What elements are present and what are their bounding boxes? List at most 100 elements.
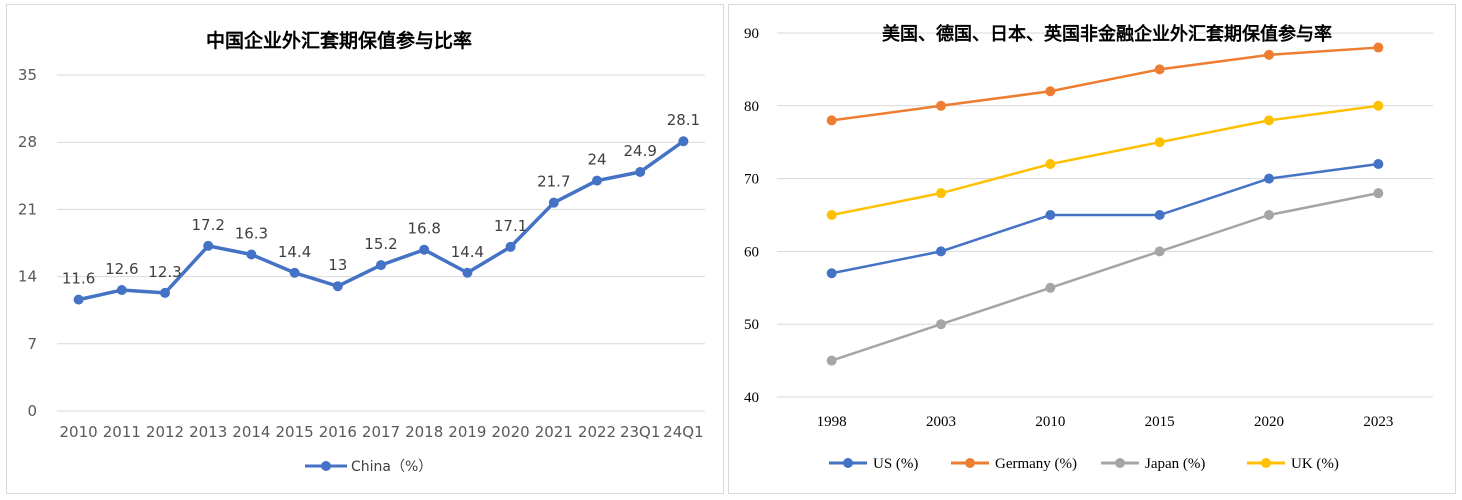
chart-legend: US (%) Germany (%) Japan (%) UK (%): [829, 456, 1339, 472]
data-point: [1264, 49, 1274, 60]
legend-marker-japan: [1115, 458, 1125, 468]
legend-label-uk: UK (%): [1291, 456, 1339, 472]
data-label: 17.2: [191, 216, 224, 234]
data-point: [1373, 100, 1384, 111]
data-point: [1264, 173, 1274, 184]
y-tick-label: 90: [744, 26, 759, 42]
x-tick-label: 2013: [189, 423, 227, 441]
x-tick-label: 2019: [448, 423, 486, 441]
y-tick-label: 35: [18, 66, 37, 84]
y-tick-label: 80: [744, 99, 759, 115]
data-point: [1045, 210, 1056, 220]
data-point: [678, 136, 689, 147]
data-point: [592, 175, 602, 186]
data-point: [936, 188, 946, 199]
data-point: [936, 246, 946, 257]
data-label: 17.1: [494, 217, 527, 235]
x-tick-label: 2023: [1363, 414, 1393, 430]
x-tick-label: 2015: [276, 423, 314, 441]
x-tick-label: 2016: [319, 423, 357, 441]
x-tick-label: 2021: [535, 423, 573, 441]
data-point: [376, 260, 386, 271]
data-point: [936, 100, 946, 111]
china-hedging-line-chart: 中国企业外汇套期保值参与比率 0 7 14 21 28 35 2010 2011 2012 20…: [18, 29, 705, 475]
data-point: [1264, 115, 1274, 126]
x-tick-label: 2010: [60, 423, 98, 441]
x-tick-label: 2014: [232, 423, 270, 441]
legend-marker-uk: [1261, 458, 1271, 468]
legend-label-us: US (%): [873, 456, 918, 472]
data-point: [826, 115, 837, 126]
y-tick-label: 60: [744, 244, 759, 260]
data-point: [826, 355, 837, 366]
series-line-japan: [831, 191, 1379, 362]
data-point: [1373, 42, 1384, 53]
data-point: [635, 166, 646, 177]
data-label: 24: [587, 151, 606, 169]
data-label: 13: [328, 256, 347, 274]
x-tick-label: 2017: [362, 423, 400, 441]
data-point: [332, 281, 343, 292]
y-tick-label: 14: [18, 268, 37, 286]
y-tick-label: 70: [744, 172, 759, 188]
data-point: [160, 287, 170, 298]
y-tick-label: 7: [27, 335, 37, 353]
y-tick-label: 21: [18, 200, 37, 218]
data-point: [1045, 159, 1056, 170]
legend-marker-germany: [965, 458, 975, 468]
legend-marker-china: [321, 461, 331, 471]
x-tick-label: 2020: [492, 423, 530, 441]
data-point: [1154, 246, 1165, 257]
series-line-uk: [831, 104, 1379, 217]
data-label: 21.7: [537, 173, 570, 191]
chart-legend: China（%）: [305, 459, 432, 475]
data-point: [1045, 86, 1056, 97]
y-tick-label: 40: [744, 390, 759, 406]
data-point: [1154, 137, 1165, 148]
data-point: [548, 197, 559, 208]
data-label: 16.8: [407, 220, 440, 238]
legend-marker-us: [843, 458, 853, 468]
data-label: 12.6: [105, 260, 138, 278]
x-tick-label: 24Q1: [663, 423, 703, 441]
data-point: [1264, 210, 1274, 220]
x-tick-label: 2015: [1145, 414, 1175, 430]
data-label: 16.3: [235, 225, 268, 243]
data-label: 24.9: [623, 142, 656, 160]
x-tick-label: 2011: [103, 423, 141, 441]
data-point: [246, 249, 257, 260]
data-point: [936, 319, 946, 330]
data-point: [1154, 64, 1165, 75]
x-tick-label: 2020: [1254, 414, 1284, 430]
data-point: [289, 267, 300, 278]
series-line-us: [831, 162, 1379, 275]
data-point: [116, 285, 127, 296]
chart-title: 中国企业外汇套期保值参与比率: [206, 29, 472, 52]
intl-hedging-line-chart: 40 50 60 70 80 90 1998 2003 2010 2015 2020 2023 美国…: [744, 23, 1433, 472]
data-point: [1154, 210, 1165, 220]
y-tick-label: 50: [744, 317, 759, 333]
x-tick-label: 2012: [146, 423, 184, 441]
data-point: [826, 210, 837, 220]
data-point: [73, 294, 84, 305]
data-point: [462, 267, 473, 278]
series-line-germany: [831, 46, 1379, 122]
y-tick-label: 0: [27, 402, 37, 420]
legend-label-japan: Japan (%): [1145, 456, 1205, 472]
data-label: 14.4: [451, 243, 484, 261]
data-point: [826, 268, 837, 279]
china-hedging-chart-panel: 中国企业外汇套期保值参与比率 0 7 14 21 28 35 2010 2011 2012 20…: [6, 4, 724, 494]
data-point: [419, 244, 430, 255]
data-label: 28.1: [667, 111, 700, 129]
x-tick-label: 2003: [926, 414, 956, 430]
data-label: 15.2: [364, 235, 397, 253]
x-tick-label: 23Q1: [620, 423, 660, 441]
legend-label-china: China（%）: [351, 459, 432, 475]
x-tick-label: 2018: [405, 423, 443, 441]
data-point: [1045, 282, 1056, 293]
x-tick-label: 1998: [817, 414, 847, 430]
chart-title: 美国、德国、日本、英国非金融企业外汇套期保值参与率: [882, 23, 1332, 45]
data-point: [1373, 188, 1384, 199]
legend-label-germany: Germany (%): [995, 456, 1077, 472]
x-tick-label: 2010: [1035, 414, 1065, 430]
